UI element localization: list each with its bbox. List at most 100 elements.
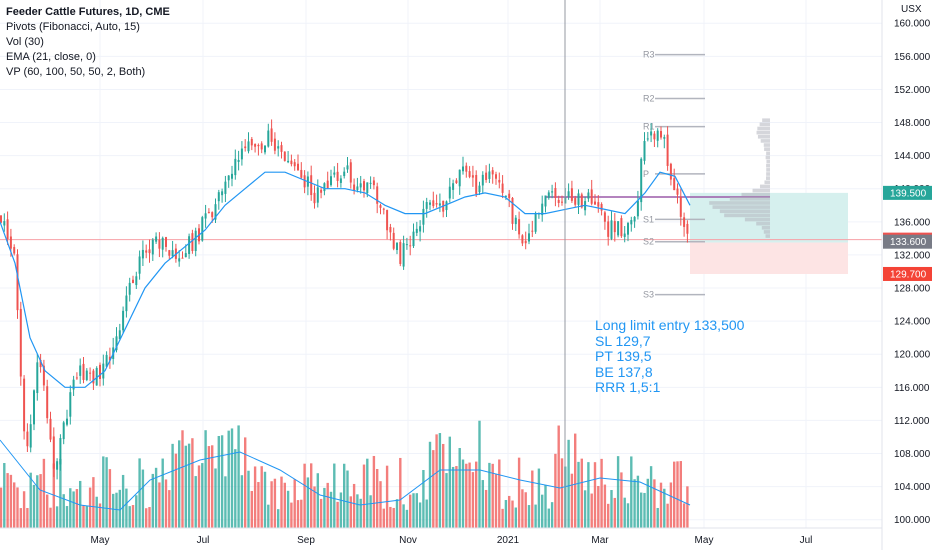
- profile-bar: [766, 151, 770, 156]
- candle-body: [135, 276, 138, 286]
- candle-body: [165, 237, 167, 247]
- volume-bar: [524, 492, 527, 528]
- volume-bar: [491, 463, 494, 528]
- volume-bar: [508, 495, 511, 528]
- volume-bar: [32, 484, 36, 528]
- volume-bar: [442, 443, 445, 528]
- volume-bar: [161, 458, 164, 528]
- indicator-volume-profile[interactable]: VP (60, 100, 50, 50, 2, Both): [6, 66, 146, 78]
- profile-bar: [741, 192, 770, 197]
- indicator-volume[interactable]: Vol (30): [6, 36, 44, 48]
- candle-body: [227, 175, 230, 181]
- candle-body: [389, 227, 392, 233]
- volume-bar: [343, 463, 346, 528]
- candle-body: [673, 178, 676, 191]
- volume-profile: [709, 118, 770, 238]
- candle-body: [244, 146, 247, 149]
- candle-body: [475, 174, 478, 194]
- profile-bar: [756, 221, 770, 226]
- volume-bar: [514, 507, 517, 528]
- volume-bar: [174, 453, 178, 528]
- volume-bar: [85, 505, 88, 528]
- volume-bar: [3, 463, 6, 528]
- y-tick-label: 120.000: [894, 350, 931, 361]
- volume-bar: [151, 473, 154, 528]
- candle-body: [280, 145, 283, 152]
- x-tick-label: Jul: [800, 535, 813, 546]
- candle-body: [270, 128, 273, 142]
- x-tick-label: May: [91, 535, 110, 546]
- volume-bar: [95, 496, 98, 528]
- candle-body: [382, 208, 385, 210]
- candle-body: [178, 258, 181, 262]
- candle-body: [273, 138, 276, 151]
- candle-body: [660, 131, 662, 138]
- candle-body: [320, 189, 323, 193]
- candle-body: [346, 165, 349, 170]
- volume-bars: [0, 420, 689, 528]
- candle-body: [145, 250, 148, 253]
- volume-bar: [42, 458, 46, 528]
- price-tag-label: 133.600: [890, 237, 927, 248]
- volume-bar: [187, 443, 191, 528]
- indicator-ema[interactable]: EMA (21, close, 0): [6, 51, 96, 63]
- volume-bar: [125, 488, 128, 528]
- candle-body: [188, 236, 191, 254]
- volume-bar: [590, 493, 593, 528]
- candle-body: [204, 213, 207, 219]
- volume-bar: [39, 474, 42, 528]
- candle-body: [590, 189, 593, 204]
- volume-bar: [659, 482, 663, 528]
- candle-body: [478, 185, 481, 193]
- pivot-label: P: [643, 169, 649, 179]
- candle-body: [85, 370, 88, 381]
- volume-bar: [574, 433, 577, 528]
- candle-body: [211, 212, 214, 218]
- volume-bar: [69, 488, 72, 528]
- volume-bar: [13, 482, 16, 528]
- volume-bar: [191, 438, 194, 528]
- volume-bar: [550, 502, 554, 528]
- volume-bar: [544, 484, 547, 528]
- candle-body: [250, 138, 253, 146]
- volume-bar: [247, 470, 250, 528]
- candle-body: [79, 365, 82, 376]
- volume-bar: [88, 487, 92, 528]
- volume-bar: [577, 461, 580, 528]
- candle-body: [409, 245, 412, 247]
- stop-zone: [690, 242, 848, 274]
- price-axis[interactable]: 160.000156.000152.000148.000144.000140.0…: [894, 19, 931, 526]
- volume-bar: [250, 490, 253, 528]
- volume-bar: [227, 430, 230, 528]
- x-tick-label: 2021: [497, 535, 520, 546]
- candle-body: [627, 223, 629, 235]
- time-axis[interactable]: May Jul Sep Nov 2021 Mar May Jul: [91, 535, 813, 546]
- profile-bar: [760, 139, 770, 143]
- candle-body: [429, 202, 431, 205]
- candle-body: [201, 217, 204, 241]
- candle-body: [39, 360, 42, 368]
- candle-body: [303, 175, 306, 188]
- candle-body: [656, 130, 659, 141]
- candle-body: [217, 192, 220, 202]
- symbol-title[interactable]: Feeder Cattle Futures, 1D, CME: [6, 6, 170, 18]
- volume-bar: [455, 466, 458, 528]
- candle-body: [141, 249, 144, 259]
- volume-bar: [237, 425, 240, 528]
- volume-bar: [310, 463, 313, 528]
- candle-body: [455, 180, 458, 184]
- indicator-pivots[interactable]: Pivots (Fibonacci, Auto, 15): [6, 21, 140, 33]
- volume-bar: [339, 492, 343, 528]
- candle-body: [435, 203, 438, 205]
- candle-body: [132, 279, 134, 284]
- volume-bar: [673, 461, 676, 528]
- candle-body: [600, 204, 603, 211]
- candle-body: [287, 160, 290, 163]
- candle-body: [92, 370, 95, 384]
- price-tag: 129.700: [883, 266, 932, 281]
- profile-bar: [761, 225, 770, 230]
- candle-body: [3, 221, 6, 226]
- candle-body: [488, 171, 491, 179]
- y-tick-label: 136.000: [894, 217, 931, 228]
